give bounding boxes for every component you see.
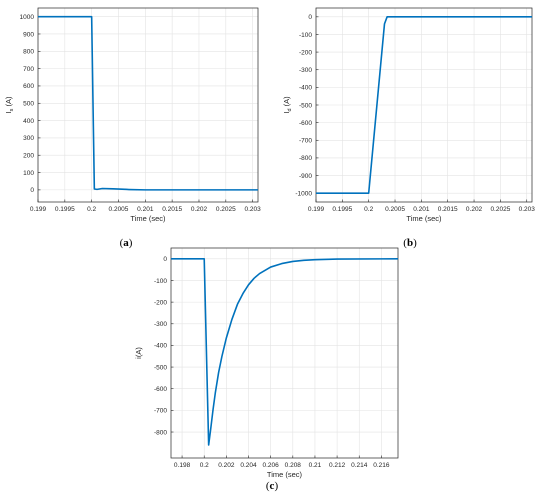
panel-label: (b) bbox=[403, 237, 417, 249]
y-tick-label: -800 bbox=[154, 429, 167, 436]
y-tick-label: 0 bbox=[30, 187, 34, 194]
chart-a: 0.199 0.1995 0.2 0.2005 0.201 0.2015 0.202 0.20… bbox=[4, 7, 261, 249]
x-tick-label: 0.199 bbox=[30, 206, 47, 213]
y-tick-label: -200 bbox=[299, 49, 312, 56]
y-tick-label: 600 bbox=[23, 83, 34, 90]
x-tick-label: 0.2015 bbox=[162, 206, 182, 213]
axes-box bbox=[37, 7, 259, 203]
x-tick-label: 0.203 bbox=[519, 206, 536, 213]
x-tick-label: 0.2 bbox=[87, 206, 96, 213]
x-tick-label: 0.2005 bbox=[385, 206, 405, 213]
x-tick-label: 0.2 bbox=[200, 462, 209, 469]
x-tick-label: 0.1995 bbox=[332, 206, 352, 213]
chart-b: 0.199 0.1995 0.2 0.2005 0.201 0.2015 0.202 0.20… bbox=[282, 7, 536, 249]
panel-label: (c) bbox=[266, 480, 279, 492]
y-tick-label: -700 bbox=[154, 408, 167, 415]
x-tick-label: 0.202 bbox=[466, 206, 483, 213]
x-tick-label: 0.212 bbox=[329, 462, 346, 469]
series-line bbox=[316, 16, 532, 194]
y-tick-label: -600 bbox=[154, 386, 167, 393]
y-tick-label: -500 bbox=[154, 364, 167, 371]
x-tick-label: 0.216 bbox=[373, 462, 390, 469]
y-tick-label: -800 bbox=[299, 155, 312, 162]
y-tick-label: 0 bbox=[308, 14, 312, 21]
x-tick-label: 0.214 bbox=[351, 462, 368, 469]
x-tick-label: 0.201 bbox=[413, 206, 430, 213]
x-tick-label: 0.1995 bbox=[55, 206, 75, 213]
x-axis-label: Time (sec) bbox=[130, 214, 166, 223]
y-tick-label: -200 bbox=[154, 299, 167, 306]
x-tick-label: 0.204 bbox=[240, 462, 257, 469]
y-tick-label: 0 bbox=[163, 256, 167, 263]
x-axis-label: Time (sec) bbox=[406, 214, 442, 223]
y-tick-label: 800 bbox=[23, 49, 34, 56]
y-tick-label: -500 bbox=[299, 102, 312, 109]
x-tick-label: 0.21 bbox=[309, 462, 322, 469]
y-tick-label: -900 bbox=[299, 173, 312, 180]
series-line bbox=[38, 15, 258, 191]
y-tick-label: -400 bbox=[299, 85, 312, 92]
y-tick-label: 100 bbox=[23, 170, 34, 177]
series-line bbox=[171, 258, 399, 446]
y-tick-label: 300 bbox=[23, 135, 34, 142]
y-tick-label: 400 bbox=[23, 118, 34, 125]
x-tick-label: 0.2015 bbox=[438, 206, 458, 213]
axes-box bbox=[170, 247, 399, 459]
y-tick-label: 1000 bbox=[20, 14, 35, 21]
x-tick-label: 0.2025 bbox=[216, 206, 236, 213]
y-axis-label: i(A) bbox=[134, 347, 143, 359]
y-tick-label: -1000 bbox=[295, 190, 312, 197]
chart-c: 0.198 0.2 0.202 0.204 0.206 0.208 0.21 0.212 0.2… bbox=[134, 247, 399, 492]
x-tick-label: 0.199 bbox=[308, 206, 325, 213]
x-tick-label: 0.202 bbox=[191, 206, 208, 213]
x-tick-label: 0.2005 bbox=[109, 206, 129, 213]
y-tick-label: -400 bbox=[154, 343, 167, 350]
plot-area bbox=[38, 8, 258, 202]
y-axis-label: Is (A) bbox=[4, 96, 15, 113]
x-tick-label: 0.203 bbox=[244, 206, 261, 213]
y-tick-label: 700 bbox=[23, 66, 34, 73]
panel-label: (a) bbox=[120, 237, 133, 249]
y-tick-label: -100 bbox=[154, 278, 167, 285]
x-tick-label: 0.2025 bbox=[490, 206, 510, 213]
x-tick-label: 0.208 bbox=[285, 462, 302, 469]
y-tick-label: -600 bbox=[299, 120, 312, 127]
y-tick-label: 200 bbox=[23, 153, 34, 160]
y-tick-label: -700 bbox=[299, 138, 312, 145]
x-tick-label: 0.198 bbox=[174, 462, 191, 469]
x-tick-label: 0.201 bbox=[137, 206, 154, 213]
x-tick-label: 0.2 bbox=[364, 206, 373, 213]
x-axis-label: Time (sec) bbox=[267, 470, 303, 479]
x-tick-label: 0.206 bbox=[263, 462, 280, 469]
y-tick-label: 900 bbox=[23, 31, 34, 38]
y-axis-label: Id (A) bbox=[282, 96, 293, 114]
y-tick-label: -100 bbox=[299, 32, 312, 39]
y-tick-label: 500 bbox=[23, 101, 34, 108]
x-tick-label: 0.202 bbox=[218, 462, 235, 469]
y-tick-label: -300 bbox=[299, 67, 312, 74]
y-tick-label: -300 bbox=[154, 321, 167, 328]
